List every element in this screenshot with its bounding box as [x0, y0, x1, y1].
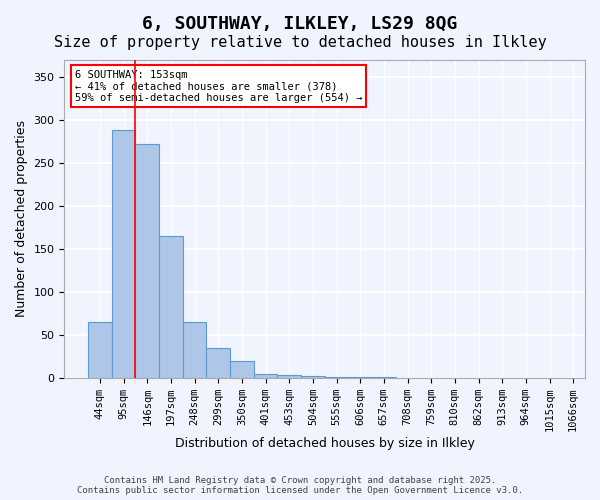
Bar	[183, 322, 206, 378]
Text: Contains HM Land Registry data © Crown copyright and database right 2025.
Contai: Contains HM Land Registry data © Crown c…	[77, 476, 523, 495]
Bar	[254, 374, 277, 378]
Bar	[277, 376, 301, 378]
Y-axis label: Number of detached properties: Number of detached properties	[15, 120, 28, 318]
Bar	[159, 236, 183, 378]
Bar	[301, 376, 325, 378]
Bar	[206, 348, 230, 378]
Bar	[88, 322, 112, 378]
Text: Size of property relative to detached houses in Ilkley: Size of property relative to detached ho…	[53, 35, 547, 50]
Bar	[136, 144, 159, 378]
Text: 6, SOUTHWAY, ILKLEY, LS29 8QG: 6, SOUTHWAY, ILKLEY, LS29 8QG	[142, 15, 458, 33]
Text: 6 SOUTHWAY: 153sqm
← 41% of detached houses are smaller (378)
59% of semi-detach: 6 SOUTHWAY: 153sqm ← 41% of detached hou…	[75, 70, 362, 102]
Bar	[349, 377, 372, 378]
Bar	[230, 361, 254, 378]
Bar	[325, 377, 349, 378]
Bar	[372, 377, 395, 378]
Bar	[112, 130, 136, 378]
X-axis label: Distribution of detached houses by size in Ilkley: Distribution of detached houses by size …	[175, 437, 475, 450]
